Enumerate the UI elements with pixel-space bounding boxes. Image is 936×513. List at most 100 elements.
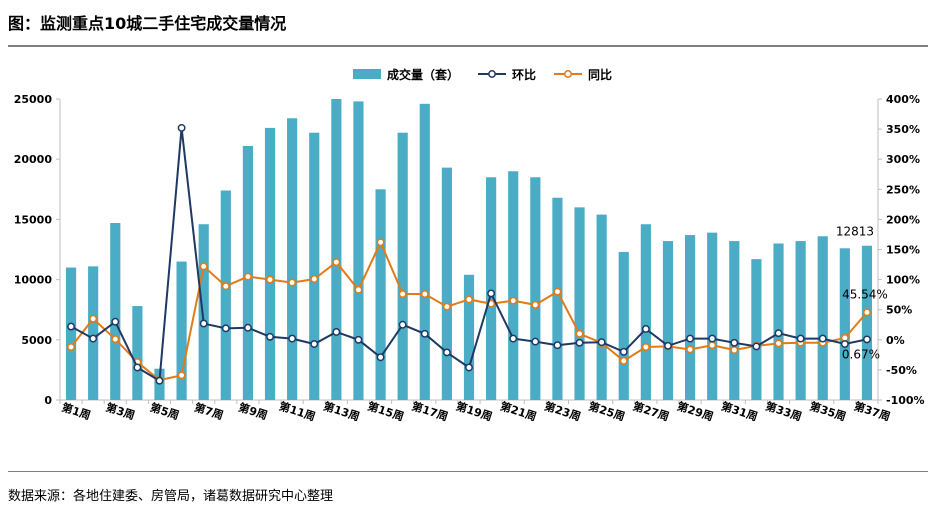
volume-bar: [486, 177, 497, 400]
x-tick-label: 第23周: [543, 399, 583, 424]
x-tick-label: 第19周: [454, 399, 494, 424]
yoy-point: [354, 285, 363, 294]
volume-bar: [662, 241, 674, 400]
yoy-point: [641, 343, 650, 351]
volume-bar: [817, 236, 828, 400]
mom-point: [420, 329, 429, 338]
x-tick-label: 第21周: [499, 399, 539, 424]
x-tick-label: 第5周: [148, 400, 181, 422]
chart-annotations: 12813 45.54% 0.67%: [836, 225, 888, 362]
yoy-point: [310, 275, 319, 283]
volume-bar: [220, 190, 231, 400]
yoy-point: [509, 296, 518, 305]
y-right-tick-label: 50%: [886, 304, 912, 317]
volume-bar: [264, 127, 276, 401]
mom-point: [266, 332, 274, 341]
mom-point: [67, 322, 76, 331]
y-right-tick-label: 300%: [886, 153, 920, 166]
volume-bar: [508, 171, 519, 400]
volume-bar: [132, 306, 143, 400]
annotation-volume: 12813: [836, 225, 874, 239]
x-tick-label: 第9周: [237, 400, 270, 422]
mom-point: [708, 334, 717, 343]
mom-point: [575, 338, 584, 347]
annotation-yoy: 45.54%: [842, 287, 888, 301]
trade-volume-chart: 成交量（套） 环比 同比 0 5000 10000 15000 20000 25000 -100…: [14, 67, 925, 424]
mom-point: [332, 328, 341, 336]
x-tick-label: 第15周: [366, 399, 406, 424]
title-divider: [8, 45, 928, 47]
yoy-point: [619, 356, 628, 365]
mom-point: [243, 323, 252, 332]
y-left-tick-label: 25000: [14, 93, 53, 106]
yoy-point: [730, 346, 739, 354]
yoy-point: [332, 258, 341, 267]
legend-volume-label: 成交量（套）: [387, 67, 459, 82]
yoy-point: [465, 295, 473, 304]
x-tick-label: 第33周: [764, 399, 804, 424]
mom-point: [199, 319, 208, 328]
x-tick-label: 第25周: [587, 399, 627, 424]
x-tick-label: 第29周: [675, 399, 715, 424]
volume-bar: [773, 243, 784, 400]
volume-bar: [618, 251, 629, 400]
yoy-point: [243, 272, 252, 281]
y-right-tick-label: 150%: [886, 244, 920, 257]
annotation-mom: 0.67%: [842, 347, 880, 361]
mom-point: [840, 340, 849, 348]
yoy-point: [288, 278, 297, 287]
y-right-tick-label: 350%: [886, 123, 920, 136]
volume-bar: [463, 274, 475, 400]
yoy-point: [376, 238, 385, 247]
mom-point: [752, 342, 761, 351]
volume-bar: [707, 232, 718, 400]
x-tick-label: 第31周: [720, 399, 760, 424]
legend-volume-swatch: [353, 69, 381, 79]
yoy-point: [398, 290, 407, 298]
y-right-tick-label: -100%: [886, 394, 925, 407]
mom-point: [553, 341, 562, 350]
volume-bar: [110, 223, 121, 400]
volume-bar: [530, 177, 541, 400]
y-right-tick-label: 250%: [886, 183, 920, 196]
mom-point: [155, 376, 164, 385]
volume-bar: [861, 245, 873, 400]
yoy-point: [420, 290, 429, 298]
x-tick-label: 第7周: [193, 400, 226, 422]
mom-point: [487, 289, 496, 298]
mom-point: [465, 363, 473, 372]
mom-point: [177, 123, 186, 132]
mom-point: [288, 334, 297, 343]
mom-point: [133, 363, 142, 372]
volume-bar: [640, 224, 651, 400]
volume-bar: [287, 118, 298, 400]
x-tick-label: 第13周: [322, 399, 362, 424]
yoy-point: [774, 339, 783, 348]
source-note: 数据来源：各地住建委、房管局，诸葛数据研究中心整理: [8, 489, 334, 504]
y-left-tick-label: 10000: [14, 274, 53, 287]
mom-point: [221, 324, 230, 333]
volume-bar: [839, 248, 850, 400]
legend-yoy-marker: [564, 70, 572, 78]
mom-point: [862, 335, 871, 344]
yoy-point: [553, 287, 562, 296]
yoy-point: [575, 329, 584, 338]
volume-bar: [596, 214, 607, 400]
volume-bar: [684, 235, 696, 400]
yoy-point: [89, 314, 98, 323]
yoy-point: [708, 341, 717, 350]
yoy-point: [266, 275, 274, 284]
volume-bar: [751, 259, 762, 400]
y-right-tick-label: 400%: [886, 93, 920, 106]
mom-point: [310, 340, 319, 348]
mom-point: [641, 325, 650, 333]
mom-point: [376, 353, 385, 362]
y-right-tick-label: 100%: [886, 274, 920, 287]
legend-yoy-label: 同比: [588, 67, 612, 82]
x-tick-label: 第11周: [277, 399, 317, 424]
yoy-point: [67, 343, 76, 351]
volume-bars: [65, 99, 873, 401]
volume-bar: [419, 103, 430, 400]
mom-point: [818, 334, 827, 343]
y-left-tick-label: 20000: [14, 153, 53, 166]
